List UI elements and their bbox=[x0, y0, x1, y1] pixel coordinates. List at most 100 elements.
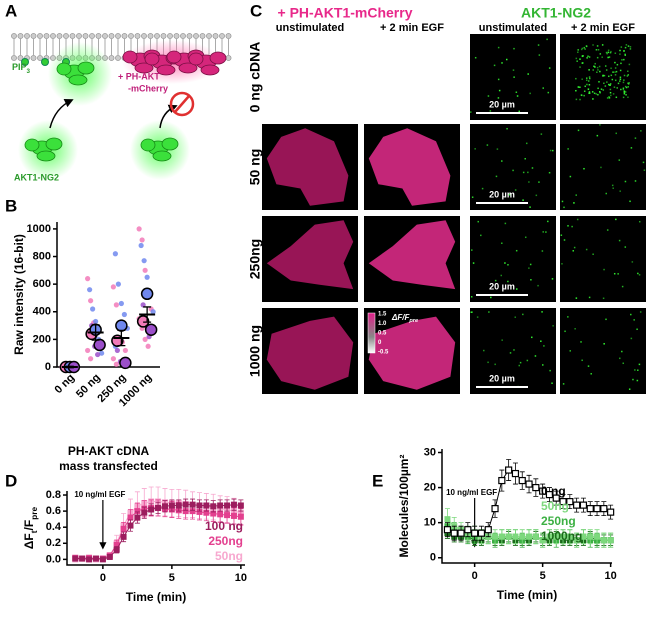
label: + 2 min EGF bbox=[380, 22, 444, 34]
label: Time (min) bbox=[497, 588, 557, 602]
fluor-dot bbox=[599, 53, 602, 55]
fluor-dot bbox=[552, 325, 554, 327]
marker bbox=[587, 533, 594, 540]
fluor-dot bbox=[640, 130, 642, 132]
lipid-head bbox=[160, 33, 167, 39]
fluor-dot bbox=[622, 96, 625, 99]
marker bbox=[175, 502, 182, 509]
lipid-head bbox=[225, 55, 232, 61]
lipid-head bbox=[115, 33, 121, 39]
fluor-dot bbox=[505, 58, 508, 61]
fluor-dot bbox=[599, 91, 601, 94]
marker bbox=[155, 504, 162, 511]
fluor-dot bbox=[597, 49, 600, 51]
label: 0.5 bbox=[378, 331, 387, 337]
fluor-dot bbox=[504, 262, 506, 264]
fluor-dot bbox=[599, 70, 601, 73]
fluor-dot bbox=[618, 239, 621, 242]
lipid-head bbox=[154, 33, 160, 39]
cell-point bbox=[90, 306, 96, 312]
fluor-dot bbox=[610, 67, 612, 70]
protein bbox=[24, 138, 40, 152]
label: 30 bbox=[424, 446, 436, 458]
fluor-dot bbox=[637, 369, 639, 371]
arrow bbox=[49, 98, 74, 129]
protein bbox=[200, 64, 220, 76]
replicate-mean bbox=[140, 287, 154, 301]
fluor-dot bbox=[617, 82, 620, 85]
fluor-dot bbox=[516, 95, 519, 97]
fluor-dot bbox=[472, 262, 475, 264]
fluor-dot bbox=[569, 175, 572, 178]
protein bbox=[166, 50, 182, 64]
marker bbox=[230, 512, 237, 519]
cell-point bbox=[88, 298, 94, 304]
label: 20 µm bbox=[489, 281, 515, 291]
label: 250ng bbox=[541, 514, 576, 528]
lipid-head bbox=[128, 33, 134, 39]
marker bbox=[594, 533, 601, 540]
marker bbox=[607, 537, 614, 544]
fluor-dot bbox=[627, 82, 629, 84]
fluor-dot bbox=[622, 362, 625, 365]
fluor-dot bbox=[634, 180, 637, 182]
text-part: pre bbox=[408, 318, 418, 324]
fluor-dot bbox=[508, 193, 511, 196]
fluor-dot bbox=[608, 97, 611, 99]
fluor-dot bbox=[585, 248, 588, 251]
fluor-dot bbox=[569, 350, 572, 352]
label: 10 ng/ml EGF bbox=[446, 488, 497, 497]
marker bbox=[464, 526, 472, 534]
fluor-dot bbox=[630, 337, 633, 340]
fluor-dot bbox=[634, 137, 637, 139]
cell-point bbox=[138, 242, 144, 249]
marker bbox=[607, 508, 615, 516]
fluor-dot bbox=[609, 51, 612, 54]
fluor-dot bbox=[513, 47, 515, 50]
fluor-dot bbox=[528, 181, 530, 183]
marker bbox=[217, 511, 224, 518]
fluor-dot bbox=[535, 194, 538, 197]
fluor-dot bbox=[596, 66, 599, 69]
fluor-dot bbox=[621, 350, 623, 353]
fluor-dot bbox=[588, 92, 591, 94]
marker bbox=[120, 533, 127, 540]
error-bar bbox=[143, 306, 152, 323]
label: 0 bbox=[430, 552, 436, 564]
micrograph bbox=[560, 34, 646, 120]
marker bbox=[545, 491, 554, 499]
fluor-dot bbox=[587, 80, 590, 82]
marker bbox=[203, 509, 210, 516]
fluor-dot bbox=[513, 349, 515, 351]
fluor-dot bbox=[501, 160, 503, 162]
fluor-dot bbox=[518, 110, 521, 113]
marker bbox=[484, 526, 492, 534]
marker bbox=[189, 508, 196, 515]
fluor-dot bbox=[584, 48, 586, 50]
lipid-head bbox=[206, 33, 212, 39]
fluor-dot bbox=[608, 96, 610, 98]
marker bbox=[532, 533, 539, 540]
replicate-mean bbox=[119, 356, 132, 370]
marker bbox=[203, 502, 210, 509]
fluor-dot bbox=[471, 249, 473, 251]
fluor-dot bbox=[638, 220, 641, 223]
fluor-dot bbox=[581, 359, 583, 362]
lipid-head bbox=[147, 33, 154, 39]
fluor-dot bbox=[619, 49, 621, 52]
fluor-dot bbox=[497, 78, 500, 81]
fluor-dot bbox=[529, 263, 532, 266]
fluor-dot bbox=[524, 236, 527, 239]
fluor-dot bbox=[531, 167, 534, 169]
lipid-head bbox=[50, 33, 56, 39]
fluor-dot bbox=[623, 92, 626, 95]
fluor-dot bbox=[630, 313, 632, 316]
marker bbox=[79, 555, 86, 562]
fluor-dot bbox=[489, 110, 492, 112]
fluor-dot bbox=[636, 328, 638, 331]
protein bbox=[45, 137, 63, 151]
fluor-dot bbox=[604, 85, 607, 87]
cell-point bbox=[115, 281, 121, 287]
fluor-dot bbox=[519, 361, 522, 364]
